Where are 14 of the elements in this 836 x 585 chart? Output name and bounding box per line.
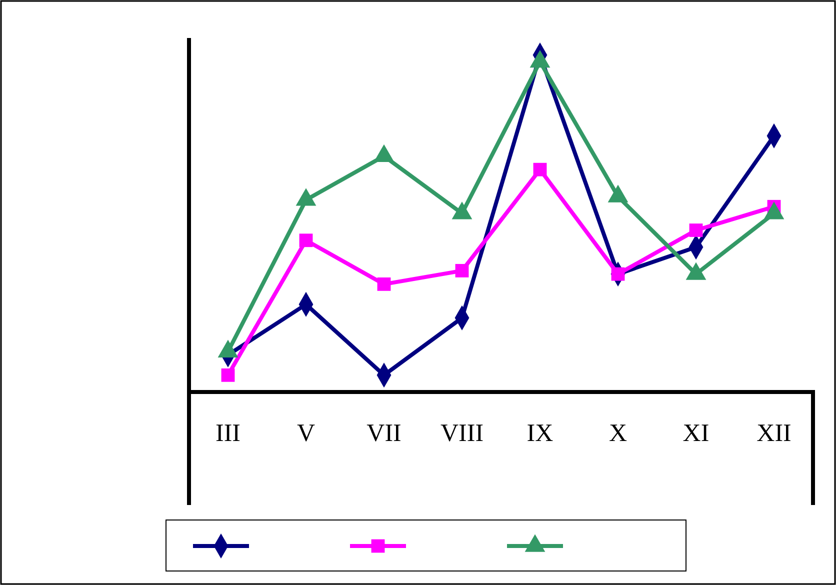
point [533,162,547,176]
point [377,277,391,291]
x-tick-label: XII [756,420,792,447]
x-tick-label: VII [366,420,402,447]
x-tick-label: III [216,420,240,447]
point [455,264,469,278]
x-tick-label: XI [682,420,710,447]
x-tick-label: IX [526,420,554,447]
point [299,234,313,248]
point [221,368,235,382]
point [689,224,703,237]
x-tick-label: V [296,420,316,447]
x-tick-label: X [608,420,628,447]
x-tick-label: VIII [440,420,484,447]
